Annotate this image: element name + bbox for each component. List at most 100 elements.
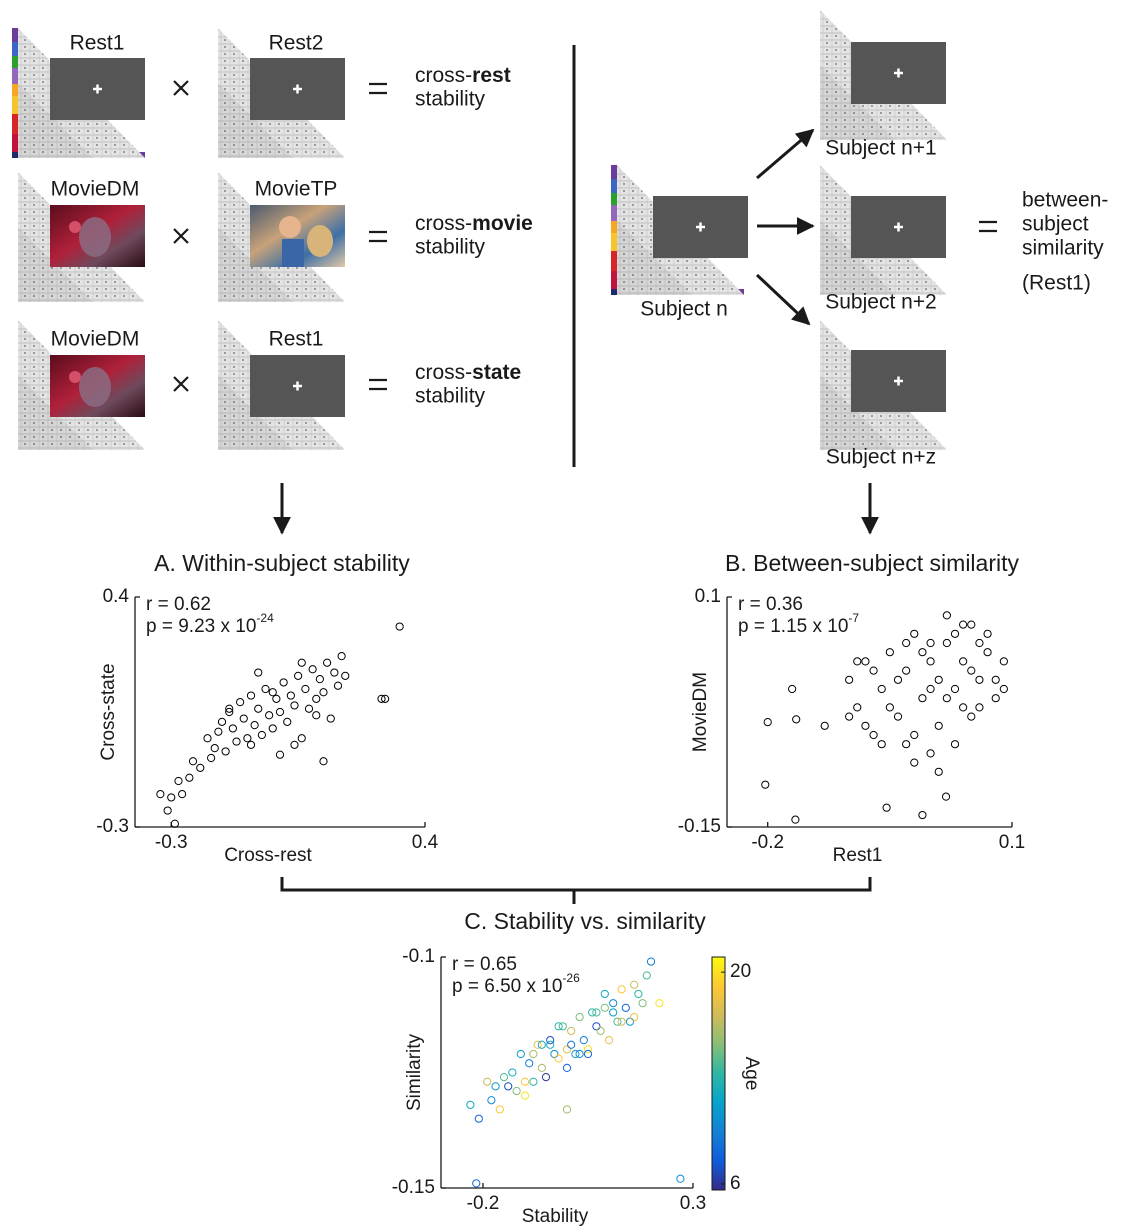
point [567, 1040, 576, 1049]
point [941, 792, 951, 801]
point [983, 648, 992, 657]
point [529, 1077, 538, 1086]
y-axis-label: MovieDM [690, 672, 711, 752]
point [877, 684, 886, 694]
subject-label: Subject n+z [826, 446, 936, 469]
annotation-p-exp: -7 [848, 611, 859, 625]
point [504, 1082, 513, 1091]
point [520, 1091, 530, 1100]
result-prefix: cross- [415, 212, 472, 235]
panel-title: B. Between-subject similarity [725, 550, 1019, 576]
point [567, 1026, 576, 1036]
subject-label: Subject n [640, 298, 728, 321]
point [869, 730, 878, 740]
point [934, 675, 943, 684]
point [286, 691, 295, 700]
point [885, 703, 894, 712]
point [934, 721, 943, 730]
point [959, 620, 968, 629]
y-tick-label: 0.4 [103, 586, 130, 607]
point [520, 1077, 530, 1086]
point [554, 1054, 563, 1063]
point [167, 793, 176, 802]
point [983, 629, 992, 638]
colorbar [711, 956, 726, 1191]
point [613, 1017, 622, 1026]
point [583, 1045, 593, 1054]
result-suffix: stability [415, 385, 486, 408]
point [512, 1086, 521, 1096]
y-tick-label: -0.15 [392, 1177, 435, 1198]
subject-label: Subject n+1 [825, 137, 937, 160]
annotation-p-text: p = 9.23 x 10 [146, 616, 256, 637]
annotation-p-text: p = 1.15 x 10 [738, 616, 848, 637]
point [272, 694, 281, 703]
point [319, 688, 328, 697]
result-label: cross-state [415, 361, 521, 384]
annotation-p-text: p = 6.50 x 10 [452, 976, 562, 997]
point [395, 622, 404, 631]
point [575, 1049, 584, 1059]
connectors [273, 483, 879, 904]
point [323, 658, 332, 667]
point [333, 681, 343, 690]
point [625, 1017, 635, 1026]
point [275, 707, 285, 717]
matrix-label: MovieDM [51, 328, 140, 351]
point [910, 730, 919, 740]
point [609, 999, 618, 1008]
point [999, 684, 1008, 694]
point [250, 721, 259, 730]
annotation-r: r = 0.36 [738, 594, 803, 615]
point [893, 712, 903, 721]
annotation-p-exp: -24 [256, 611, 274, 625]
annotation-p: p = 1.15 x 10-7 [738, 611, 859, 637]
result-label: cross-movie [415, 212, 533, 235]
panel-title: C. Stability vs. similarity [464, 908, 706, 934]
point [466, 1100, 475, 1109]
point [156, 790, 165, 799]
x-tick-label: 0.1 [999, 832, 1025, 853]
point [562, 1063, 572, 1072]
point [902, 638, 911, 648]
point [600, 1003, 609, 1012]
point [638, 999, 647, 1008]
colorbar-label: Age [741, 1057, 762, 1091]
point [942, 611, 951, 620]
result-bold: rest [472, 64, 511, 87]
point [217, 717, 227, 726]
point [312, 711, 321, 720]
point [246, 691, 256, 700]
chart-panel: C. Stability vs. similarity -0.15 -0.1 -0.2… [392, 908, 762, 1227]
within-diagram: Rest1 Rest2 MovieDM MovieTP MovieDM Rest… [12, 28, 533, 450]
x-tick-label: 0.4 [412, 832, 439, 853]
point [239, 714, 248, 723]
point [207, 753, 216, 763]
matrix-label: Rest1 [70, 32, 125, 55]
point [546, 1040, 555, 1049]
panel-title: A. Within-subject stability [154, 550, 410, 576]
point [761, 780, 770, 789]
point [275, 750, 285, 759]
point [975, 675, 984, 684]
x-tick-label: 0.3 [680, 1193, 706, 1214]
point [196, 763, 205, 772]
point [297, 734, 306, 743]
point [918, 694, 927, 703]
point [655, 999, 664, 1008]
point [377, 694, 386, 703]
result-line: similarity [1022, 237, 1104, 260]
result-suffix: stability [415, 236, 486, 259]
point [646, 957, 656, 966]
point [265, 711, 274, 720]
point [554, 1022, 563, 1031]
annotation-p-exp: -26 [562, 971, 580, 985]
point [188, 757, 198, 766]
point [330, 668, 339, 677]
point [902, 740, 911, 749]
between-diagram: Subject n Subject n+1 Subject n+2 Subjec… [611, 10, 1108, 469]
point [642, 971, 651, 980]
x-tick-label: -0.2 [467, 1193, 500, 1214]
point [617, 985, 626, 994]
point [592, 1022, 601, 1031]
